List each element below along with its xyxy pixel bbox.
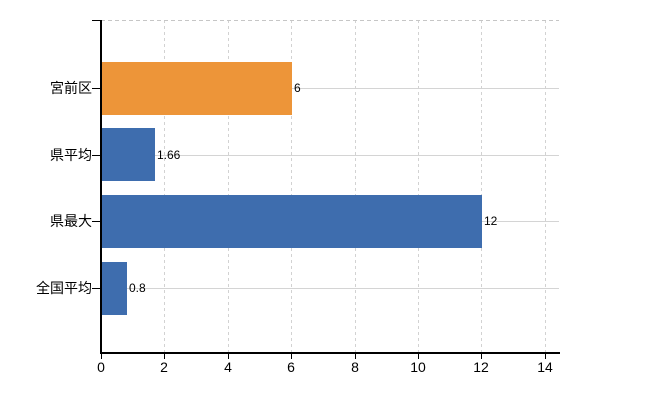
bar-value-label: 6 bbox=[294, 81, 301, 95]
bar bbox=[102, 195, 482, 248]
x-tick-label: 2 bbox=[160, 359, 168, 375]
x-tick-label: 6 bbox=[287, 359, 295, 375]
v-gridline bbox=[355, 20, 356, 353]
x-tick bbox=[164, 354, 165, 359]
bar-value-label: 0.8 bbox=[129, 281, 146, 295]
bar-value-label: 1.66 bbox=[157, 148, 181, 162]
bar bbox=[102, 128, 155, 181]
v-gridline bbox=[228, 20, 229, 353]
x-tick-label: 8 bbox=[351, 359, 359, 375]
bar-value-label: 12 bbox=[484, 214, 498, 228]
y-tick bbox=[92, 221, 100, 222]
v-gridline bbox=[291, 20, 292, 353]
bar bbox=[102, 262, 127, 315]
category-label: 全国平均 bbox=[36, 280, 92, 296]
x-tick bbox=[418, 354, 419, 359]
y-tick bbox=[92, 155, 100, 156]
x-tick-label: 0 bbox=[97, 359, 105, 375]
category-label: 県最大 bbox=[50, 213, 92, 229]
v-gridline bbox=[481, 20, 482, 353]
y-tick bbox=[92, 288, 100, 289]
v-gridline bbox=[164, 20, 165, 353]
v-gridline bbox=[545, 20, 546, 353]
category-label: 県平均 bbox=[50, 147, 92, 163]
h-gridline bbox=[101, 288, 559, 290]
y-tick bbox=[92, 20, 100, 21]
y-tick bbox=[92, 88, 100, 89]
h-gridline bbox=[101, 154, 559, 156]
x-tick bbox=[545, 354, 546, 359]
x-tick-label: 4 bbox=[224, 359, 232, 375]
v-gridline bbox=[418, 20, 419, 353]
x-tick bbox=[355, 354, 356, 359]
bar bbox=[102, 62, 292, 115]
x-tick bbox=[291, 354, 292, 359]
x-tick-label: 14 bbox=[537, 359, 553, 375]
x-tick bbox=[101, 354, 102, 359]
x-tick bbox=[228, 354, 229, 359]
plot-top-border bbox=[101, 20, 559, 21]
h-gridline bbox=[101, 88, 559, 89]
x-axis bbox=[100, 352, 560, 354]
y-axis bbox=[100, 20, 102, 353]
category-label: 宮前区 bbox=[50, 80, 92, 96]
x-tick bbox=[481, 354, 482, 359]
x-tick-label: 10 bbox=[410, 359, 426, 375]
x-tick-label: 12 bbox=[473, 359, 489, 375]
